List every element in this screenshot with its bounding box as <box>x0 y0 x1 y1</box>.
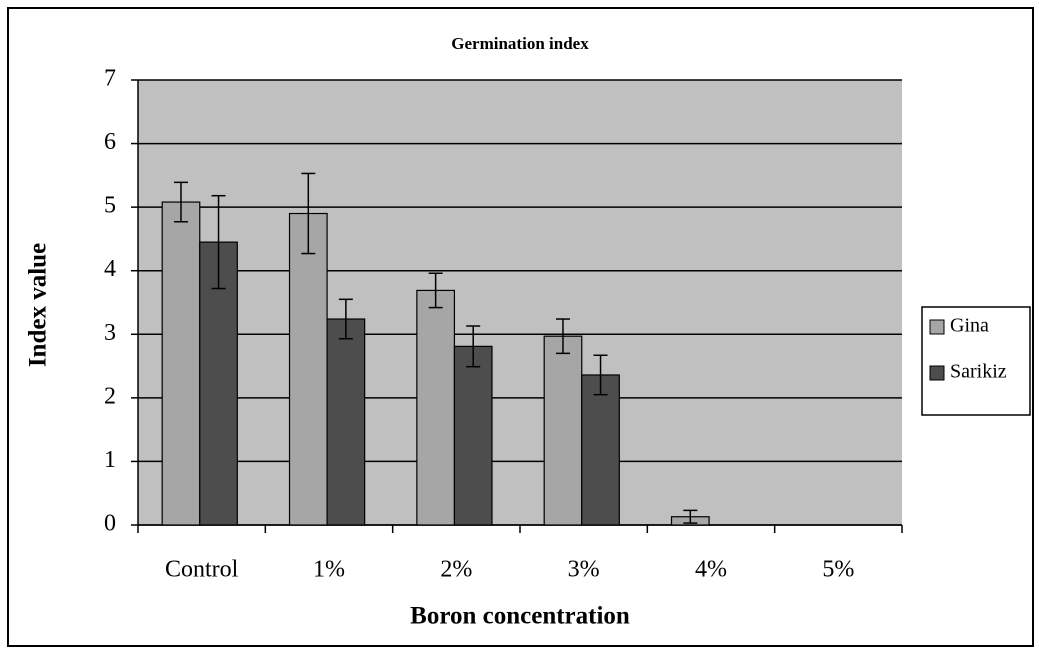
x-tick-label: 3% <box>568 557 600 583</box>
legend-label: Sarikiz <box>950 361 1007 383</box>
x-tick-label: 1% <box>313 557 345 583</box>
legend-label: Gina <box>950 315 989 337</box>
y-tick-label: 7 <box>104 66 116 92</box>
bar <box>453 345 493 526</box>
error-bar <box>555 318 570 355</box>
error-bar <box>211 194 226 290</box>
x-tick-label: 2% <box>440 557 472 583</box>
bar <box>581 374 620 526</box>
legend-swatch <box>929 319 945 335</box>
bar <box>288 212 328 526</box>
bar <box>543 335 583 526</box>
y-tick-label: 1 <box>104 447 116 473</box>
error-bar <box>173 181 188 223</box>
error-bar <box>301 172 316 255</box>
y-tick-label: 4 <box>104 256 116 282</box>
error-bar <box>338 298 353 340</box>
error-bar <box>428 272 443 309</box>
x-tick-label: 4% <box>695 557 727 583</box>
bar <box>161 201 201 526</box>
chart-title: Germination index <box>451 34 589 53</box>
y-tick-label: 3 <box>104 320 116 346</box>
y-tick-label: 2 <box>104 383 116 409</box>
y-axis-label: Index value <box>25 243 52 367</box>
bar <box>326 318 366 526</box>
y-tick-label: 5 <box>104 193 116 219</box>
legend-swatch <box>929 365 945 381</box>
x-axis-label: Boron concentration <box>410 603 630 630</box>
x-tick-label: Control <box>165 557 239 583</box>
y-tick-label: 6 <box>104 129 116 155</box>
error-bar <box>466 325 481 368</box>
y-tick-label: 0 <box>104 511 116 537</box>
bar <box>416 289 456 526</box>
plot-area <box>138 80 902 525</box>
x-tick-label: 5% <box>822 557 854 583</box>
error-bar <box>683 509 698 524</box>
error-bar <box>593 354 608 396</box>
